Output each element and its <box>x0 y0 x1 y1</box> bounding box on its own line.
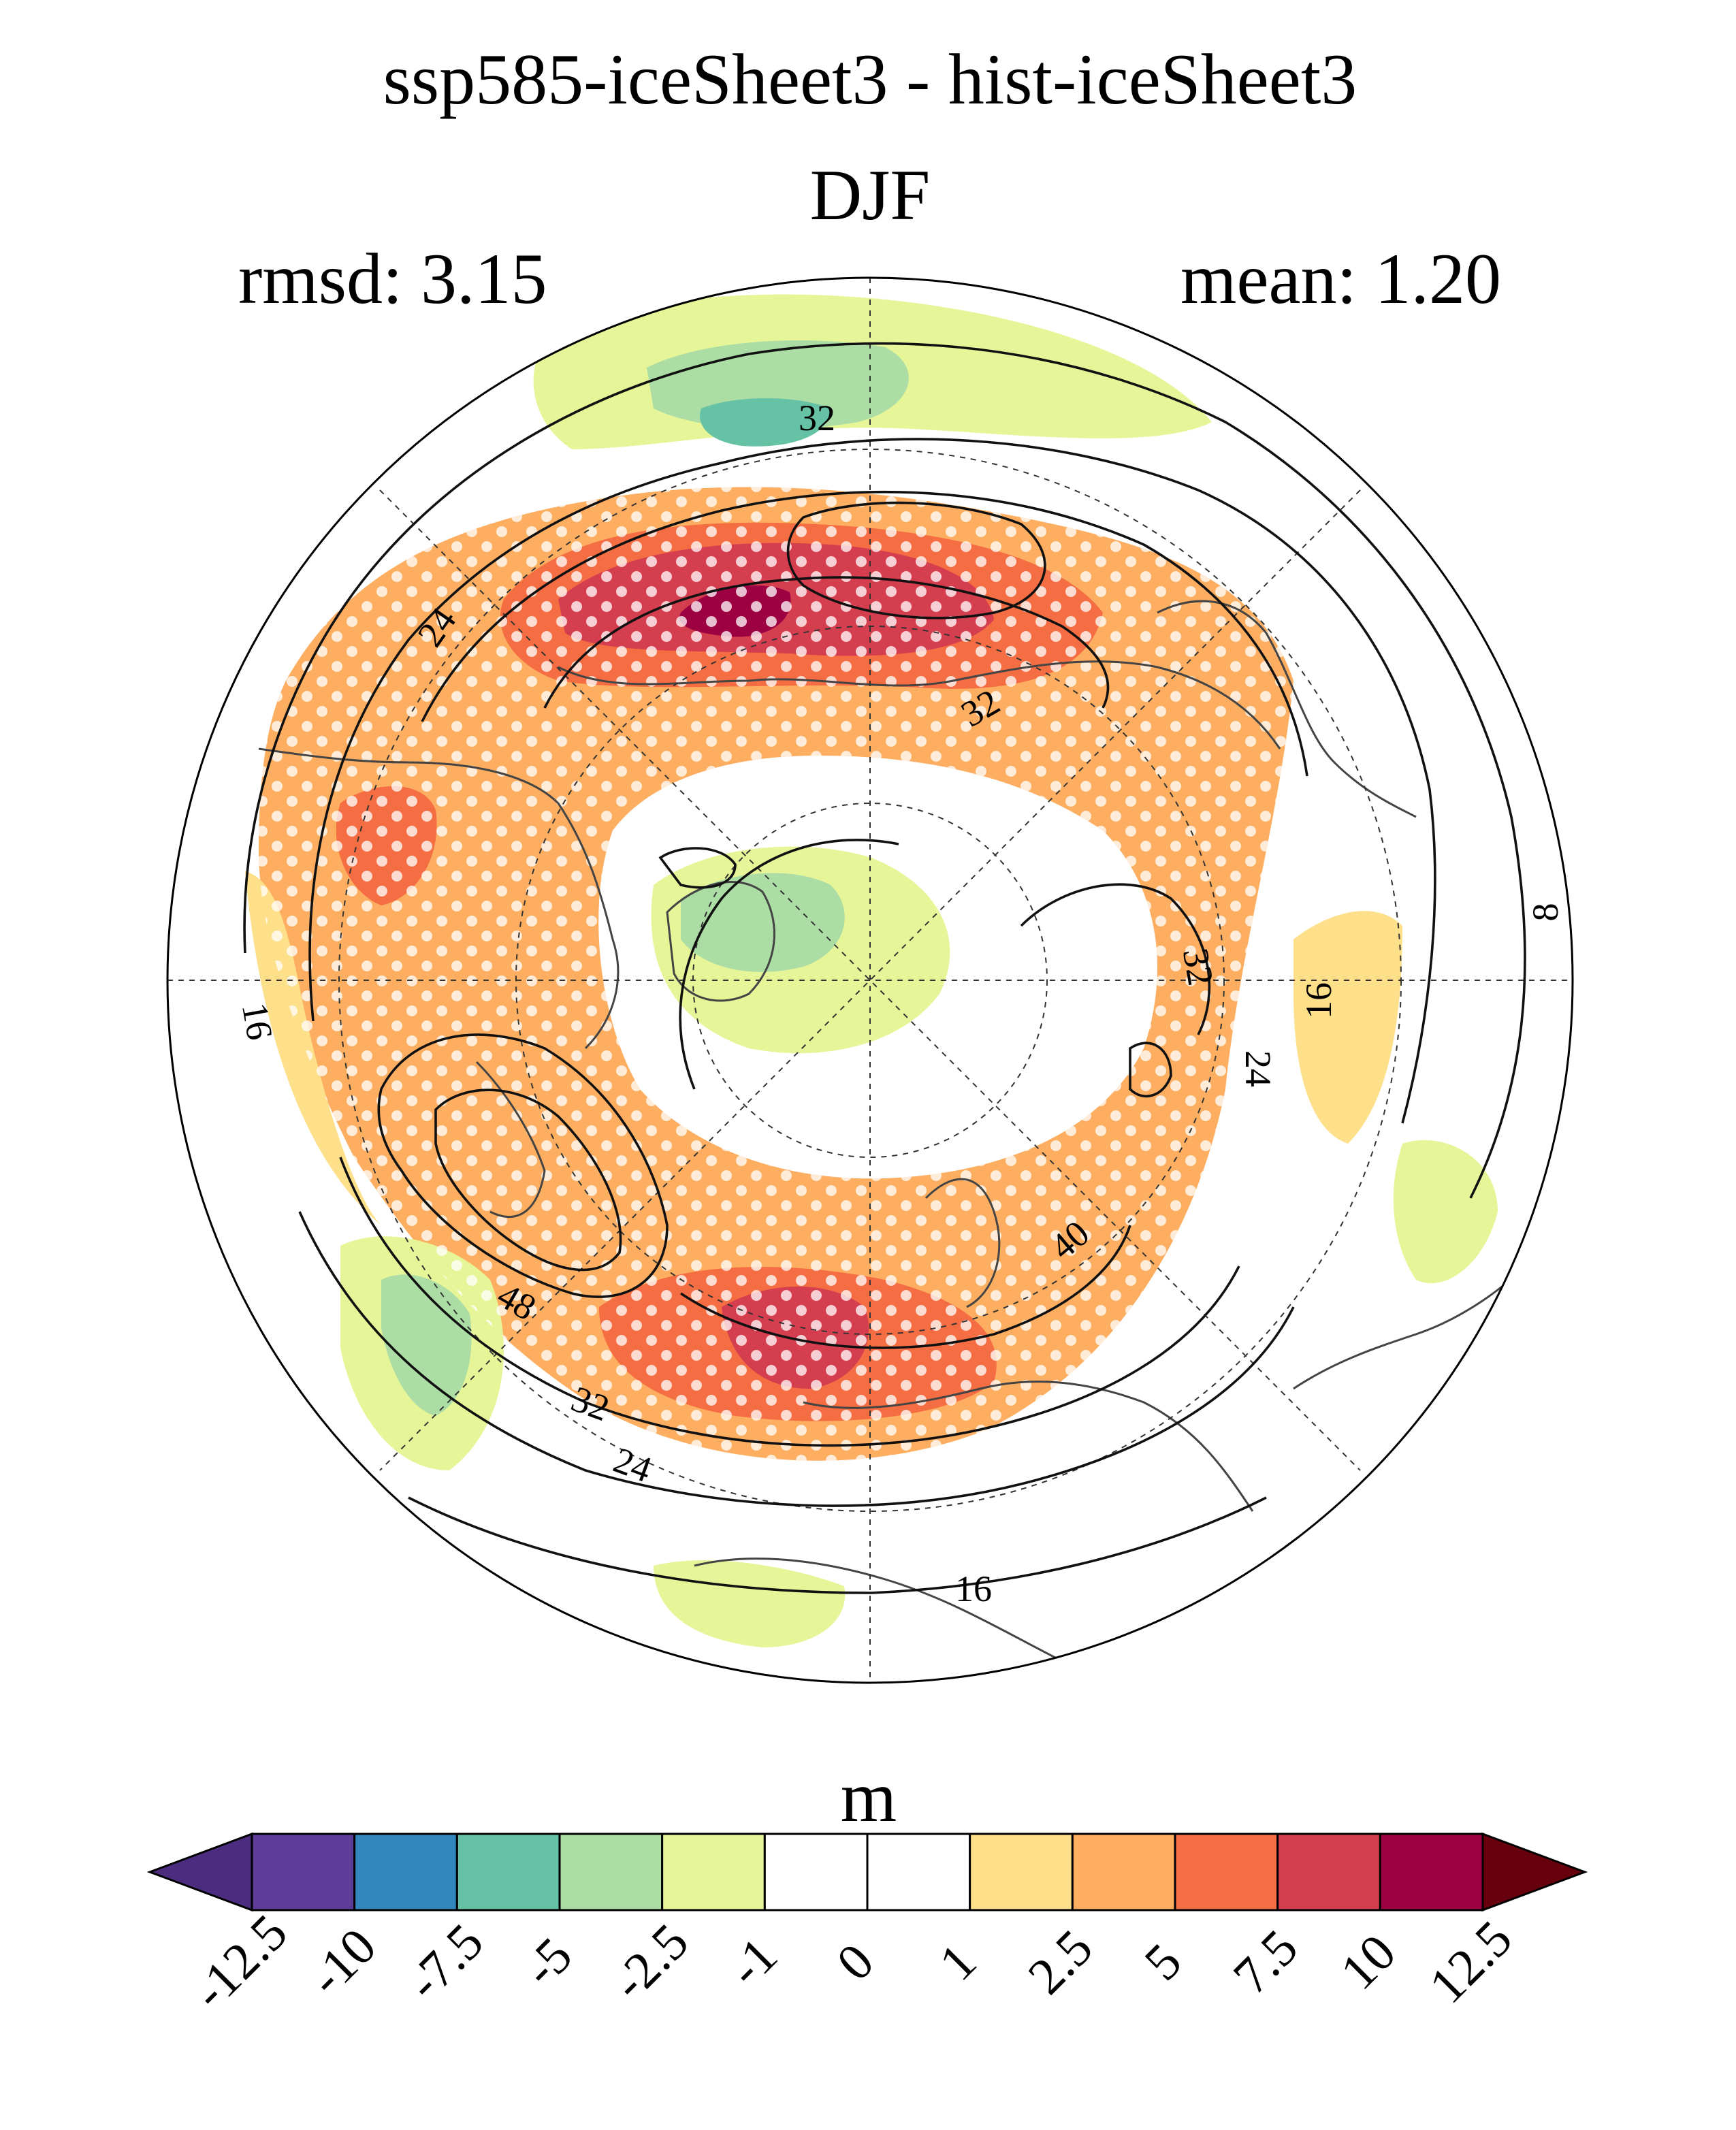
contour-40-east <box>680 1225 1131 1349</box>
colorbar-tick-label: 1 <box>929 1933 987 1991</box>
colorbar-box <box>455 1833 561 1911</box>
coast-asia-east <box>1157 600 1417 818</box>
colorbar-tick-label: -5 <box>512 1926 583 1997</box>
colorbar-box <box>1379 1833 1484 1911</box>
colorbar-under-arrow <box>146 1832 253 1912</box>
colorbar-box <box>866 1833 971 1911</box>
contour-label-16-west: 16 <box>234 1000 280 1044</box>
mean-label: mean: 1.20 <box>1180 239 1501 319</box>
contour-polar <box>679 839 899 1090</box>
polar-map: 32 32 24 16 8 32 16 24 40 48 32 24 16 <box>167 278 1573 1683</box>
colorbar-labels: -12.5 -10 -7.5 -5 -2.5 -1 0 1 2.5 5 7.5 10 12.5 <box>182 1904 1523 2020</box>
coast-hudson <box>475 1061 546 1218</box>
field-east-green <box>1393 1140 1498 1284</box>
colorbar-box <box>969 1833 1074 1911</box>
contour-24 <box>308 438 1436 1124</box>
map-boundary <box>166 276 1574 1684</box>
contour-label-24-east: 24 <box>1238 1050 1279 1087</box>
contours <box>243 342 1526 1594</box>
anomaly-field <box>245 294 1498 1647</box>
colorbar-box <box>353 1833 458 1911</box>
contour-48-loop <box>434 1088 622 1272</box>
graticule <box>167 278 1573 1683</box>
contour-label-16-east: 16 <box>1298 982 1339 1019</box>
colorbar-unit: m <box>841 1757 897 1837</box>
contour-16-outer <box>243 342 1526 1199</box>
coastlines <box>258 600 1526 1662</box>
field-atlantic-green <box>381 1274 472 1416</box>
coast-asia-north <box>558 660 1281 749</box>
colorbar-tick-label: -7.5 <box>396 1913 494 2011</box>
colorbar-over-arrow <box>1481 1832 1588 1912</box>
rmsd-label: rmsd: 3.15 <box>238 239 547 319</box>
contour-west-loop <box>658 847 737 889</box>
contour-32-south <box>339 1157 1240 1447</box>
colorbar-tick-label: 7.5 <box>1223 1919 1309 2005</box>
title-line-2: DJF <box>810 155 931 235</box>
coast-scandinavia <box>925 1178 1001 1308</box>
colorbar-box <box>1071 1833 1176 1911</box>
title-line-1: ssp585-iceSheet3 - hist-iceSheet3 <box>383 39 1357 119</box>
contour-32-north <box>421 491 1308 777</box>
contour-40-loop <box>377 1033 669 1298</box>
colorbar-tick-label: -10 <box>298 1918 387 2007</box>
contour-east-inner <box>1020 883 1211 1035</box>
field-yellow-east <box>1293 911 1402 1144</box>
colorbar-tick-label: -12.5 <box>182 1904 298 2020</box>
coast-arabia <box>1293 1265 1526 1390</box>
colorbar-tick-label: -1 <box>718 1926 788 1997</box>
contour-label-32-east-inner: 32 <box>1175 946 1221 989</box>
colorbar: m -12.5 -10 -7.5 -5 -2.5 -1 0 1 2.5 5 7.5 10 12.5 <box>146 1757 1588 2020</box>
colorbar-tick-label: 5 <box>1134 1933 1192 1991</box>
contour-16-south <box>408 1496 1267 1594</box>
contour-small-loop <box>1129 1042 1172 1098</box>
field-stipple <box>259 487 1293 1461</box>
contour-32-inner <box>543 576 1110 709</box>
colorbar-boxes <box>146 1832 1588 1912</box>
field-north-teal <box>700 398 831 447</box>
coast-north-america <box>258 747 620 1050</box>
colorbar-tick-label: 10 <box>1330 1924 1407 2001</box>
contour-32-loop <box>786 501 1046 619</box>
coast-europe-south <box>803 1381 1254 1512</box>
colorbar-box <box>661 1833 766 1911</box>
coast-greenland <box>666 881 775 1002</box>
coast-africa <box>694 1558 1063 1662</box>
colorbar-tick-label: 12.5 <box>1419 1910 1523 2014</box>
contour-label-32-north: 32 <box>799 398 835 438</box>
colorbar-box <box>251 1833 356 1911</box>
contour-label-16-south: 16 <box>955 1568 992 1609</box>
colorbar-box <box>763 1833 869 1911</box>
colorbar-box <box>1174 1833 1279 1911</box>
colorbar-box <box>558 1833 664 1911</box>
contour-label-8-east: 8 <box>1525 903 1566 922</box>
colorbar-tick-label: 0 <box>826 1933 884 1991</box>
contour-24-south <box>298 1211 1295 1507</box>
colorbar-tick-label: -2.5 <box>601 1913 699 2011</box>
colorbar-box <box>1276 1833 1381 1911</box>
colorbar-tick-label: 2.5 <box>1017 1919 1104 2005</box>
